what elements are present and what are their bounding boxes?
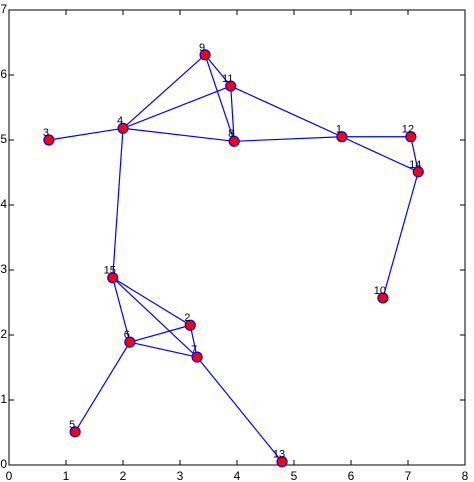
node-label: 11 [222,73,233,85]
x-tick-label: 7 [405,469,412,482]
node [117,122,129,134]
y-tick-label: 4 [0,197,7,211]
edge [74,341,131,433]
node-label: 8 [228,128,234,140]
edge [112,128,124,278]
x-tick-label: 6 [348,469,355,482]
x-tick-label: 2 [120,469,127,482]
edge [410,136,419,172]
y-tick-label: 1 [0,392,7,406]
node [124,336,136,348]
node [276,456,288,468]
node-label: 10 [374,285,386,297]
node [405,131,417,143]
edge [230,85,343,138]
edge [204,54,235,142]
edge [234,136,342,142]
edge [129,341,198,358]
x-tick-label: 0 [6,469,13,482]
edge [204,54,232,87]
node [43,134,55,146]
node [69,426,81,438]
edge [196,356,283,463]
node [184,319,196,331]
edge [382,171,419,299]
edge [48,127,124,141]
node-label: 7 [191,344,197,356]
edge [122,54,206,129]
node-label: 3 [43,127,49,139]
node-label: 4 [117,115,123,127]
node [412,166,424,178]
node-label: 2 [184,312,190,324]
plot-frame [8,9,466,466]
node [336,131,348,143]
edge [341,136,419,173]
node [107,272,119,284]
x-tick-label: 3 [177,469,184,482]
node-label: 15 [104,265,116,277]
x-tick-label: 5 [291,469,298,482]
y-tick-label: 3 [0,262,7,276]
node-label: 1 [336,124,342,136]
x-tick-label: 8 [462,469,469,482]
y-tick-label: 0 [0,457,7,471]
node-label: 6 [124,329,130,341]
edge [112,277,131,343]
y-tick-label: 6 [0,67,7,81]
node-label: 13 [273,449,285,461]
node [225,80,237,92]
y-tick-label: 5 [0,132,7,146]
edge [112,277,198,358]
edge [112,277,191,326]
edge [230,86,235,142]
node-label: 14 [409,159,421,171]
edge [122,127,235,142]
node [377,292,389,304]
node [199,49,211,61]
edge [122,85,231,129]
edge [129,324,191,343]
y-tick-label: 7 [0,2,7,16]
node [228,135,240,147]
y-tick-label: 2 [0,327,7,341]
node-label: 5 [69,419,75,431]
node [191,351,203,363]
node-label: 12 [402,124,414,136]
x-tick-label: 4 [234,469,241,482]
node-label: 9 [199,42,205,54]
x-tick-label: 1 [63,469,70,482]
